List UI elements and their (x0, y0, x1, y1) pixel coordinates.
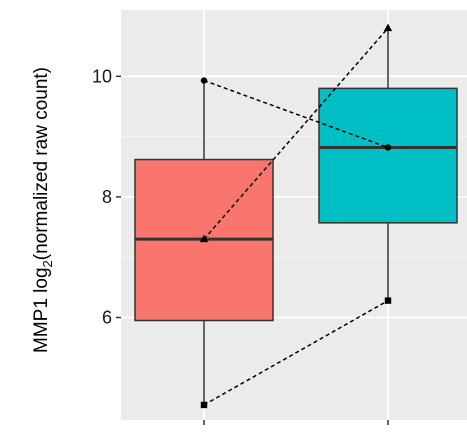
y-axis-title-subscript: 2 (40, 260, 55, 267)
circle-marker (384, 144, 392, 151)
y-axis: 6 8 10 (92, 66, 121, 328)
box-group-2 (318, 28, 458, 301)
y-axis-title: MMP1 log2(normalized raw count) (31, 67, 55, 353)
box (318, 87, 458, 224)
point-markers (199, 23, 393, 409)
paired-line-square (203, 299, 389, 406)
square-marker (384, 297, 392, 304)
y-tick-label: 8 (102, 187, 112, 207)
paired-lines (203, 27, 389, 406)
circle-marker (200, 77, 208, 84)
triangle-marker (383, 23, 393, 32)
y-tick-label: 6 (102, 308, 112, 328)
square-marker (200, 401, 208, 409)
paired-line-circle (203, 79, 389, 149)
y-tick-label: 10 (92, 66, 112, 86)
paired-line-triangle (203, 27, 389, 240)
triangle-marker (199, 234, 209, 243)
boxes (134, 28, 458, 405)
x-axis (203, 420, 389, 425)
